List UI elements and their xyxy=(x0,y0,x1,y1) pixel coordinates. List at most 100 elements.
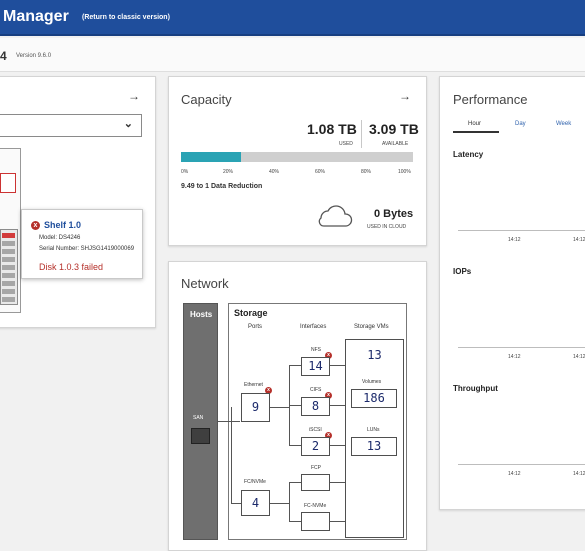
cifs-error-icon: x xyxy=(325,392,332,399)
active-tab-underline xyxy=(453,131,499,133)
throughput-time-label: 14:12 xyxy=(573,471,585,477)
capacity-tick: 60% xyxy=(315,169,326,175)
connector-line xyxy=(289,405,301,406)
port-label-fcnvme: FC/NVMe xyxy=(244,479,266,485)
tab-week[interactable]: Week xyxy=(556,121,572,127)
throughput-time-label: 14:12 xyxy=(508,471,521,477)
fcnvme-ports-count[interactable]: 4 xyxy=(241,490,270,516)
interface-label-iscsi: iSCSI xyxy=(309,427,322,433)
ports-column-header: Ports xyxy=(248,324,263,330)
capacity-arrow-icon[interactable]: → xyxy=(399,89,411,103)
connector-line xyxy=(330,521,345,522)
iscsi-error-icon: x xyxy=(325,432,332,439)
shelf-serial: Serial Number: SHJSG1419000069 xyxy=(39,246,135,252)
interface-label-fcp: FCP xyxy=(311,465,321,471)
capacity-tick: 100% xyxy=(398,169,411,175)
svm-count[interactable]: 13 xyxy=(352,346,397,366)
connector-line xyxy=(289,365,301,366)
capacity-tick: 0% xyxy=(181,169,189,175)
connector-line xyxy=(330,365,345,366)
connector-line xyxy=(330,445,345,446)
connector-line xyxy=(289,445,301,446)
latency-time-label: 14:12 xyxy=(573,237,585,243)
capacity-used-value: 1.08 TB xyxy=(307,121,357,137)
capacity-tick: 80% xyxy=(361,169,372,175)
connector-line xyxy=(330,405,345,406)
latency-time-label: 14:12 xyxy=(508,237,521,243)
san-icon xyxy=(191,428,210,444)
iops-label: IOPs xyxy=(453,267,472,276)
interface-label-nfs: NFS xyxy=(311,347,321,353)
san-label: SAN xyxy=(193,415,204,421)
throughput-axis xyxy=(458,464,585,465)
nfs-interfaces-count[interactable]: 14 xyxy=(301,357,330,376)
connector-line xyxy=(289,521,301,522)
iscsi-interfaces-count[interactable]: 2 xyxy=(301,437,330,456)
volumes-count[interactable]: 186 xyxy=(351,389,397,408)
capacity-available-value: 3.09 TB xyxy=(369,121,419,137)
hosts-label: Hosts xyxy=(190,310,213,319)
cluster-version: Version 9.6.0 xyxy=(16,53,52,59)
shelf-enclosure[interactable] xyxy=(0,148,21,313)
hardware-arrow-icon[interactable]: → xyxy=(128,89,140,103)
cloud-usage-value: 0 Bytes xyxy=(374,208,414,220)
connector-line xyxy=(218,421,240,422)
iops-time-label: 14:12 xyxy=(508,354,521,360)
connector-line xyxy=(289,482,290,522)
cluster-name: 4 xyxy=(0,49,7,63)
connector-line xyxy=(289,482,301,483)
nfs-error-icon: x xyxy=(325,352,332,359)
interface-label-cifs: CIFS xyxy=(310,387,322,393)
classic-version-link[interactable]: (Return to classic version) xyxy=(82,14,170,21)
data-reduction-ratio: 9.49 to 1 Data Reduction xyxy=(181,183,263,190)
svms-column-header: Storage VMs xyxy=(354,324,389,330)
fcnvme-interfaces-count[interactable] xyxy=(301,512,330,531)
cloud-icon xyxy=(318,205,353,227)
connector-line xyxy=(231,503,241,504)
connector-line xyxy=(231,407,232,503)
volumes-label: Volumes xyxy=(362,379,382,385)
shelf-graphic[interactable] xyxy=(0,229,18,305)
performance-card xyxy=(439,76,585,510)
iops-axis xyxy=(458,347,585,348)
luns-label: LUNs xyxy=(367,427,380,433)
ethernet-error-icon: x xyxy=(265,387,272,394)
port-label-ethernet: Ethernet xyxy=(244,382,263,388)
cifs-interfaces-count[interactable]: 8 xyxy=(301,397,330,416)
luns-count[interactable]: 13 xyxy=(351,437,397,456)
storage-title: Storage xyxy=(234,308,268,318)
latency-axis xyxy=(458,230,585,231)
capacity-title: Capacity xyxy=(181,92,232,107)
top-bar: Manager (Return to classic version) xyxy=(0,0,585,36)
shelf-popup: x Shelf 1.0 Model: DS4246 Serial Number:… xyxy=(21,209,143,279)
interface-label-fcnvme: FC-NVMe xyxy=(304,503,327,509)
tab-hour[interactable]: Hour xyxy=(468,121,482,127)
node-select[interactable]: ⌄ xyxy=(0,114,142,137)
capacity-bar xyxy=(181,152,413,162)
capacity-tick: 20% xyxy=(223,169,234,175)
capacity-bar-fill xyxy=(181,152,242,162)
cloud-usage-label: USED IN CLOUD xyxy=(367,224,407,230)
connector-line xyxy=(330,482,345,483)
hosts-panel[interactable]: Hosts SAN xyxy=(183,303,218,540)
app-title: Manager xyxy=(3,8,69,25)
capacity-tick: 40% xyxy=(269,169,280,175)
cluster-bar: 4 Version 9.6.0 xyxy=(0,38,585,72)
latency-label: Latency xyxy=(453,150,484,159)
tab-day[interactable]: Day xyxy=(515,121,526,127)
disk-failure-status: Disk 1.0.3 failed xyxy=(39,262,104,272)
shelf-name[interactable]: Shelf 1.0 xyxy=(44,220,82,230)
fcp-interfaces-count[interactable] xyxy=(301,474,330,491)
capacity-available-label: AVAILABLE xyxy=(382,141,409,147)
connector-line xyxy=(270,503,290,504)
controller-slot[interactable] xyxy=(0,173,16,193)
capacity-used-label: USED xyxy=(339,141,353,147)
connector-line xyxy=(270,407,290,408)
error-icon: x xyxy=(31,221,40,230)
ethernet-ports-count[interactable]: 9 xyxy=(241,393,270,422)
iops-time-label: 14:12 xyxy=(573,354,585,360)
capacity-divider xyxy=(361,120,362,148)
shelf-model: Model: DS4246 xyxy=(39,235,81,241)
throughput-label: Throughput xyxy=(453,384,498,393)
chevron-down-icon: ⌄ xyxy=(123,118,133,130)
